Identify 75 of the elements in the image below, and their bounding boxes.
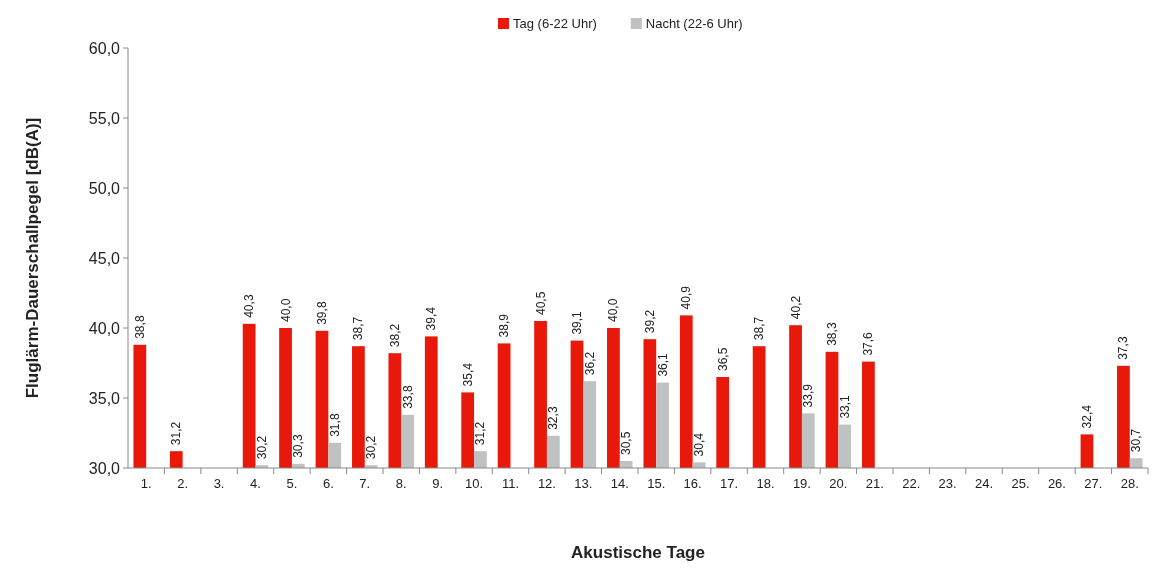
x-tick-label: 2. (177, 476, 189, 491)
y-tick-label: 35,0 (88, 389, 121, 407)
x-tick-label: 16. (683, 476, 702, 491)
data-label: 39,1 (569, 310, 584, 335)
x-tick-label: 8. (395, 476, 407, 491)
data-label: 40,0 (606, 298, 621, 322)
y-tick-label: 40,0 (88, 319, 121, 337)
y-tick-label: 50,0 (88, 179, 121, 197)
x-tick-label: 4. (250, 476, 261, 491)
data-label: 31,2 (473, 421, 488, 446)
legend-label: Tag (6-22 Uhr) (513, 16, 597, 31)
data-label: 38,7 (351, 316, 366, 341)
data-label: 33,8 (400, 385, 415, 409)
data-label: 40,2 (788, 295, 803, 320)
x-tick-label: 22. (902, 476, 921, 491)
data-label: 40,3 (242, 294, 257, 318)
data-label: 30,4 (692, 432, 707, 457)
x-tick-label: 14. (610, 476, 629, 491)
data-label: 30,2 (254, 435, 269, 460)
data-label: 38,8 (132, 315, 147, 339)
x-tick-label: 17. (720, 476, 739, 491)
x-tick-label: 25. (1011, 476, 1030, 491)
data-label: 37,3 (1116, 336, 1131, 360)
x-tick-label: 23. (938, 476, 957, 491)
data-label: 40,9 (679, 285, 694, 310)
data-label: 39,2 (642, 309, 657, 334)
x-tick-label: 15. (647, 476, 666, 491)
x-tick-label: 20. (829, 476, 848, 491)
x-tick-label: 1. (140, 476, 152, 491)
data-label: 30,5 (619, 431, 634, 455)
data-label: 33,1 (837, 394, 852, 419)
data-label: 38,3 (824, 322, 839, 346)
x-tick-label: 28. (1120, 476, 1139, 491)
data-label: 31,8 (327, 413, 342, 437)
x-tick-label: 6. (322, 476, 334, 491)
y-tick-label: 60,0 (88, 39, 121, 57)
data-label: 38,2 (387, 323, 402, 348)
x-tick-label: 21. (865, 476, 884, 491)
data-label: 32,3 (546, 406, 561, 430)
x-tick-label: 19. (792, 476, 811, 491)
x-tick-label: 13. (574, 476, 593, 491)
x-tick-label: 11. (501, 476, 520, 491)
x-tick-label: 9. (432, 476, 444, 491)
data-label: 39,8 (314, 301, 329, 325)
x-tick-label: 3. (213, 476, 225, 491)
data-label: 32,4 (1079, 404, 1094, 429)
data-label: 39,4 (424, 306, 439, 331)
data-label: 30,7 (1129, 428, 1144, 453)
x-tick-label: 24. (975, 476, 994, 491)
y-tick-label: 55,0 (88, 109, 121, 127)
data-label: 36,5 (715, 347, 730, 371)
data-label: 40,0 (278, 298, 293, 322)
x-tick-label: 7. (359, 476, 371, 491)
data-label: 35,4 (460, 362, 475, 387)
data-label: 37,6 (861, 331, 876, 356)
x-tick-label: 26. (1047, 476, 1066, 491)
x-tick-label: 5. (286, 476, 298, 491)
y-tick-label: 45,0 (88, 249, 121, 267)
x-tick-label: 12. (537, 476, 556, 491)
data-label: 31,2 (169, 421, 184, 446)
data-label: 30,3 (291, 434, 306, 458)
data-label: 33,9 (801, 383, 816, 408)
legend-label: Nacht (22-6 Uhr) (645, 16, 743, 31)
x-tick-label: 18. (756, 476, 775, 491)
data-label: 38,7 (752, 316, 767, 341)
data-label: 38,9 (497, 313, 512, 338)
data-label: 36,2 (582, 351, 597, 376)
data-label: 36,1 (655, 352, 670, 377)
x-axis-title: Akustische Tage (571, 543, 705, 562)
data-label: 40,5 (533, 291, 548, 315)
y-tick-label: 30,0 (88, 459, 121, 477)
x-tick-label: 10. (465, 476, 484, 491)
data-label: 30,2 (364, 435, 379, 460)
x-tick-label: 27. (1084, 476, 1103, 491)
y-axis-title: Fluglärm-Dauerschallpegel [dB(A)] (23, 117, 42, 399)
